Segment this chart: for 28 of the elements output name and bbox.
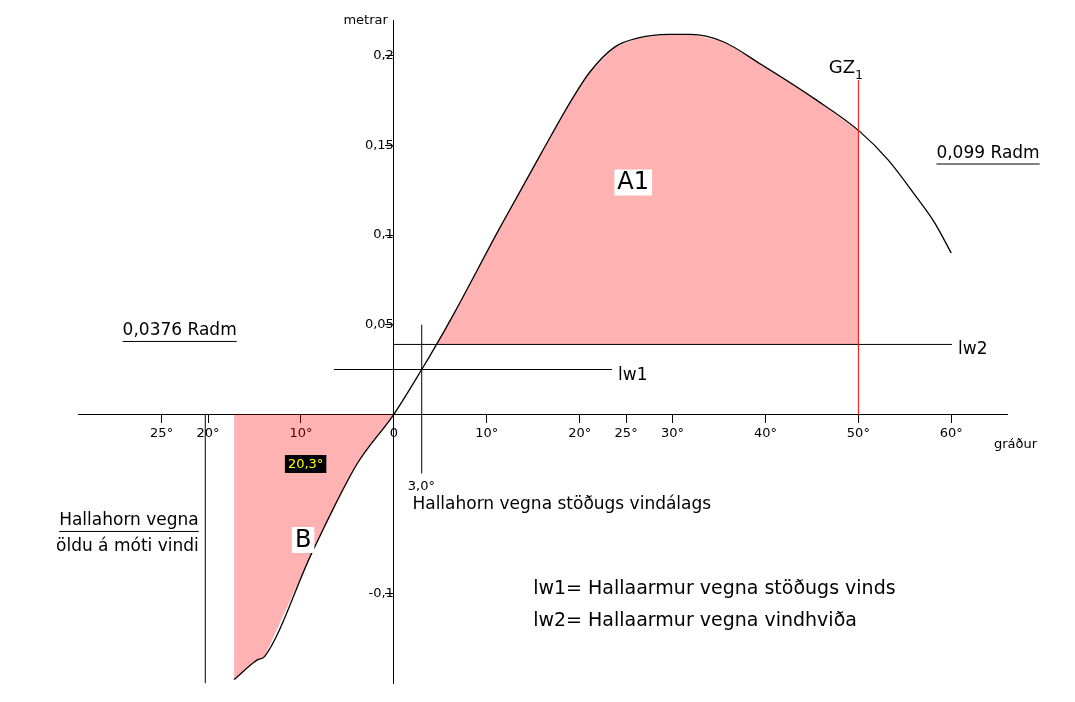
x-axis-title: gráður [993, 436, 1038, 452]
annotation: 0,0376 Radm [122, 319, 237, 340]
x-tick-label: 25° [614, 424, 638, 440]
annotation: lw1= Hallaarmur vegna stöðugs vinds [533, 575, 896, 598]
x-tick-label: 10° [289, 424, 313, 440]
y-tick-label: -0,1 [368, 584, 394, 600]
x-tick-label: 40° [753, 424, 777, 440]
x-tick-label: 60° [939, 424, 963, 440]
annotation: Hallahorn vegna öldu á móti vindi [56, 509, 199, 556]
annotation: Hallahorn vegna stöðugs vindálags [412, 493, 712, 514]
y-tick-label: 0,15 [364, 136, 394, 152]
x-tick-label: 30° [661, 424, 685, 440]
ref-line-label: lw1 [618, 363, 648, 384]
y-tick-label: 0,05 [364, 316, 394, 332]
y-tick-label: 0,2 [373, 47, 394, 63]
annotation: lw2= Hallaarmur vegna vindhviða [533, 607, 857, 630]
x-tick-label: 50° [846, 424, 870, 440]
x-tick-label: 20° [568, 424, 592, 440]
ref-line-label: lw2 [958, 338, 988, 359]
series-label: B [294, 524, 312, 553]
annotation: 0,099 Radm [936, 142, 1040, 163]
y-axis-title: metrar [343, 12, 389, 27]
series-label: A1 [617, 167, 650, 196]
annotation: 20,3° [287, 456, 324, 472]
ref-line-label: 3,0° [407, 477, 435, 493]
x-tick-label: 25° [150, 424, 174, 440]
y-tick-label: 0,1 [373, 226, 394, 242]
x-tick-label: 10° [475, 424, 499, 440]
